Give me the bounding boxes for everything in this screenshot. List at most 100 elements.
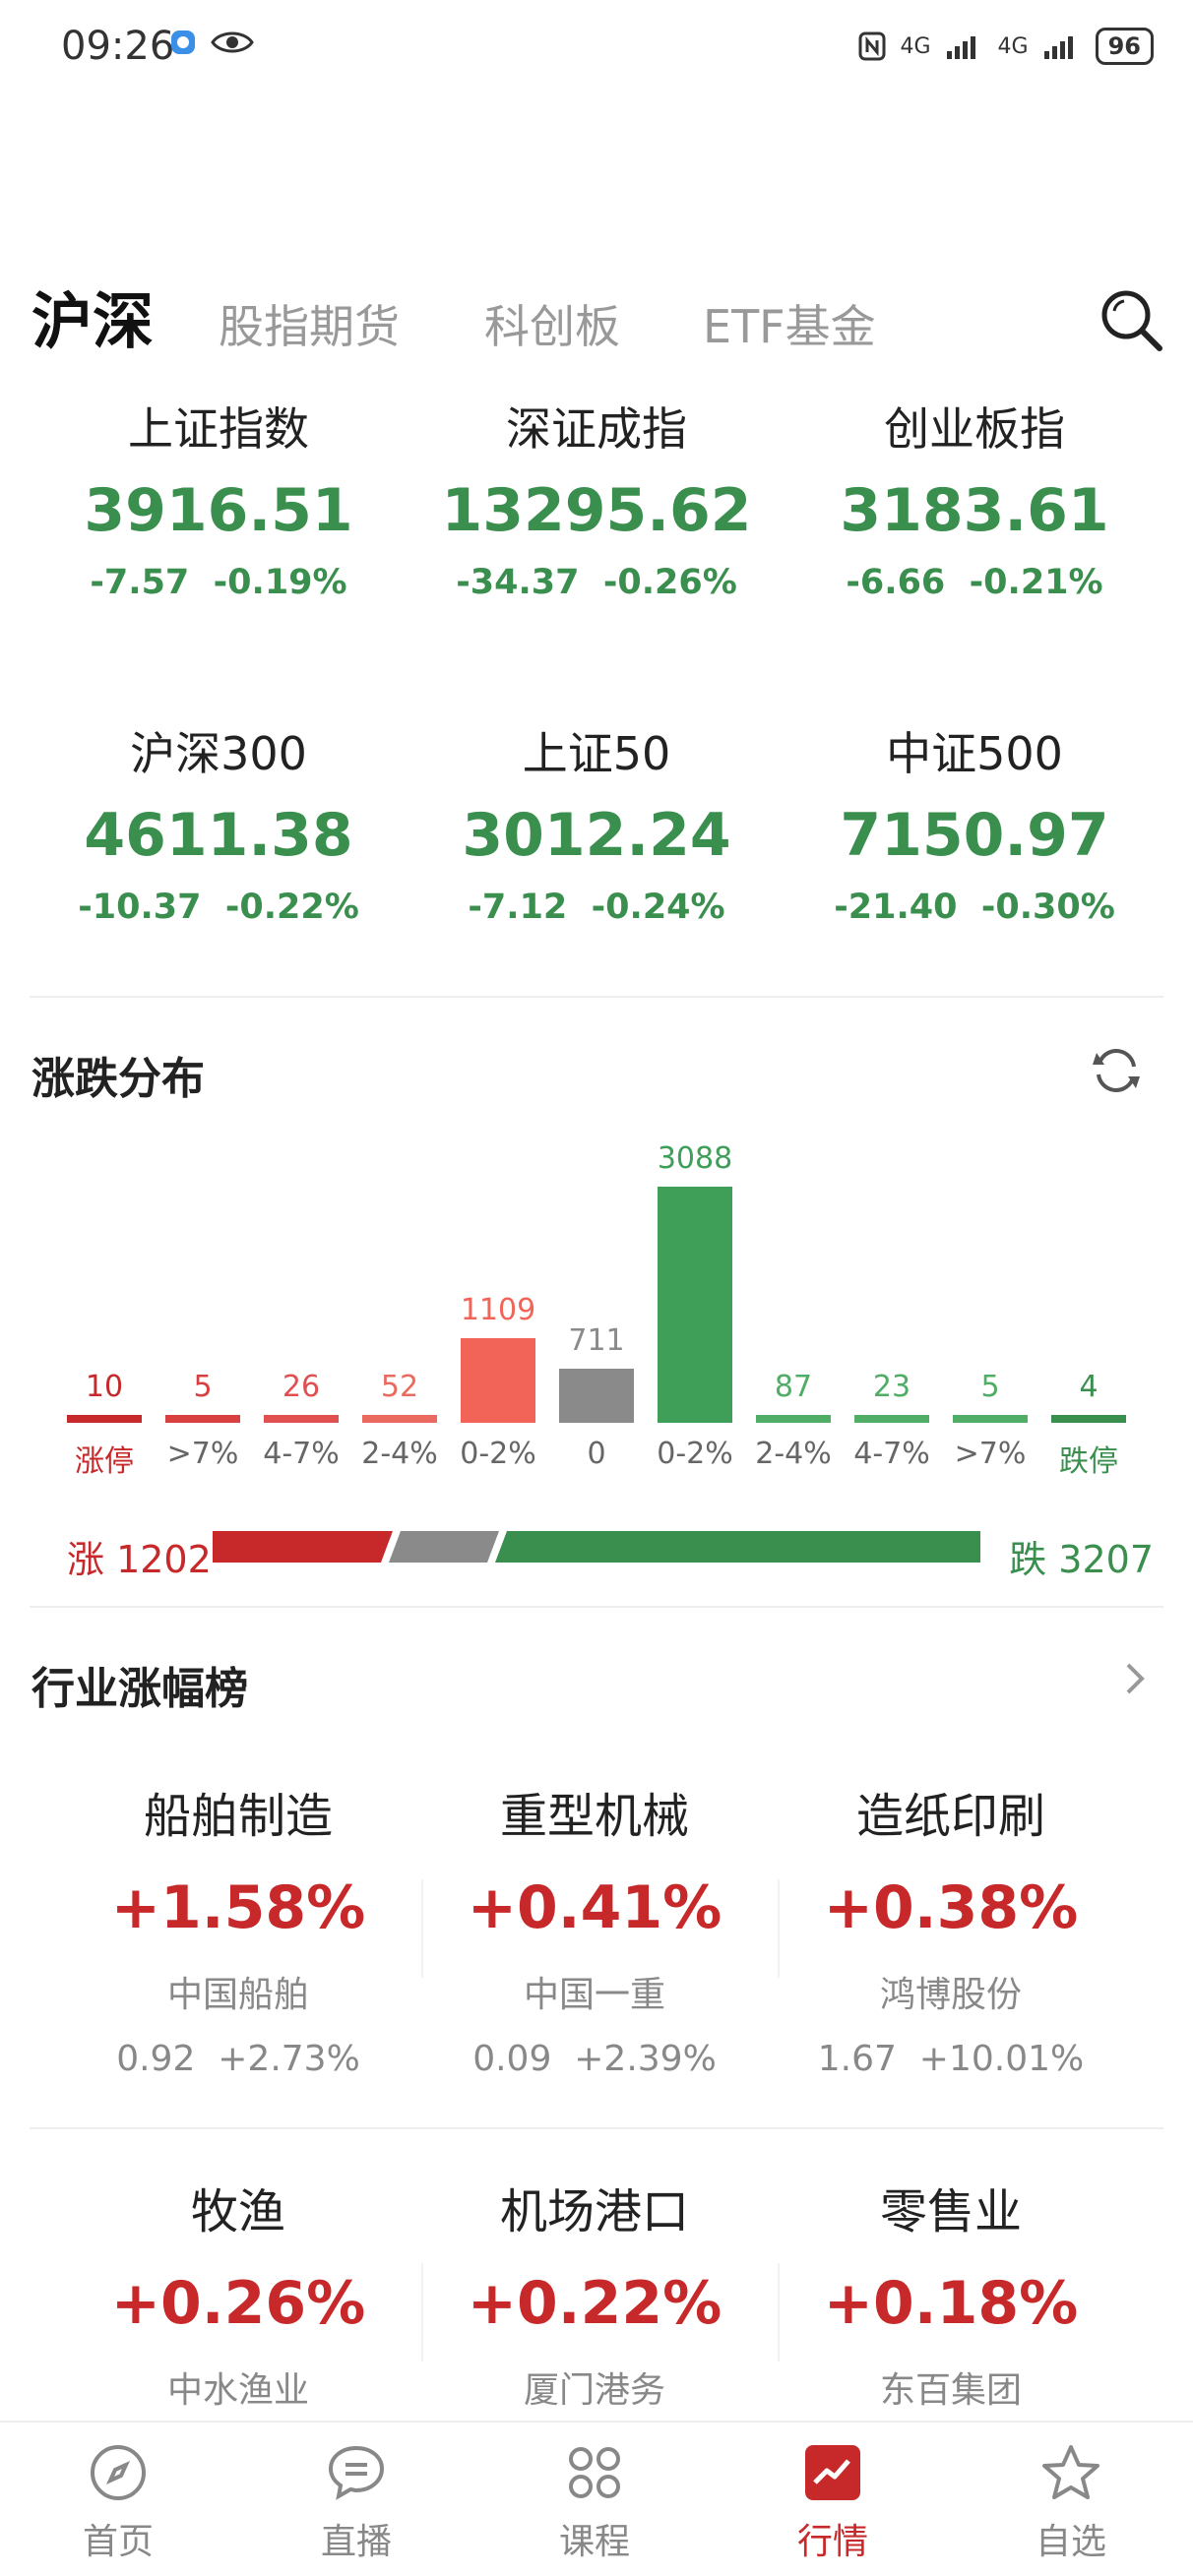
industry-card-heavy-machinery[interactable]: 重型机械 +0.41% 中国一重 0.09 +2.39% bbox=[417, 1777, 772, 2079]
industry-card-retail[interactable]: 零售业 +0.18% 东百集团 bbox=[774, 2173, 1128, 2413]
bar-value-label: 26 bbox=[282, 1370, 321, 1404]
chevron-right-icon[interactable] bbox=[1120, 1659, 1150, 1698]
index-card-hs300[interactable]: 沪深300 4611.38 -10.37 -0.22% bbox=[31, 718, 406, 927]
leading-stock: 中国船舶 bbox=[166, 1975, 309, 2015]
status-right: 4G 4G 96 bbox=[857, 28, 1154, 65]
bar-category-label: >7% bbox=[954, 1437, 1027, 1471]
nfc-icon bbox=[858, 31, 885, 61]
index-change: -10.37 -0.22% bbox=[78, 888, 359, 927]
up-down-ratio: 涨 1202 跌 3207 bbox=[0, 1525, 1193, 1584]
distribution-bar bbox=[854, 1415, 929, 1423]
industry-name: 造纸印刷 bbox=[855, 1789, 1045, 1844]
index-card-sh[interactable]: 上证指数 3916.51 -7.57 -0.19% bbox=[31, 394, 406, 602]
leading-stock-quote: 0.92 +2.73% bbox=[116, 2039, 360, 2079]
index-change: -6.66 -0.21% bbox=[846, 563, 1103, 602]
index-change: -21.40 -0.30% bbox=[834, 888, 1115, 927]
index-value: 3012.24 bbox=[462, 801, 731, 870]
distribution-bar bbox=[559, 1369, 634, 1423]
down-count-label: 跌 3207 bbox=[1009, 1538, 1154, 1581]
tab-etf[interactable]: ETF基金 bbox=[703, 300, 876, 353]
bar-category-label: 4-7% bbox=[263, 1437, 340, 1471]
bar-value-label: 10 bbox=[85, 1370, 124, 1404]
bar-value-label: 87 bbox=[774, 1370, 813, 1404]
index-name: 中证500 bbox=[886, 727, 1063, 780]
refresh-icon[interactable] bbox=[1089, 1043, 1144, 1098]
industry-pct: +0.18% bbox=[823, 2269, 1079, 2338]
column-separator bbox=[778, 2263, 780, 2361]
network-type-2: 4G bbox=[997, 33, 1029, 59]
industry-pct: +0.41% bbox=[467, 1873, 722, 1942]
distribution-title: 涨跌分布 bbox=[31, 1054, 205, 1104]
bar-category-label: 0 bbox=[587, 1437, 606, 1471]
index-value: 4611.38 bbox=[84, 801, 353, 870]
industry-card-airport-port[interactable]: 机场港口 +0.22% 厦门港务 bbox=[417, 2173, 772, 2413]
industry-card-paper[interactable]: 造纸印刷 +0.38% 鸿博股份 1.67 +10.01% bbox=[774, 1777, 1128, 2079]
column-separator bbox=[421, 1879, 423, 1978]
index-change: -34.37 -0.26% bbox=[456, 563, 737, 602]
bar-category-label: 0-2% bbox=[460, 1437, 536, 1471]
nav-market[interactable]: 行情 bbox=[734, 2423, 931, 2564]
status-time: 09:26 bbox=[61, 24, 175, 69]
battery-indicator: 96 bbox=[1095, 28, 1154, 65]
index-card-sz[interactable]: 深证成指 13295.62 -34.37 -0.26% bbox=[409, 394, 784, 602]
leading-stock-quote: 1.67 +10.01% bbox=[817, 2039, 1085, 2079]
ratio-flat-segment bbox=[389, 1531, 499, 1563]
bar-value-label: 1109 bbox=[460, 1293, 536, 1327]
industry-pct: +0.26% bbox=[110, 2269, 366, 2338]
up-count-label: 涨 1202 bbox=[67, 1538, 212, 1581]
bar-category-label: 4-7% bbox=[853, 1437, 930, 1471]
compass-icon bbox=[91, 2445, 146, 2500]
divider bbox=[30, 1606, 1163, 1608]
index-name: 沪深300 bbox=[130, 727, 307, 780]
distribution-bar bbox=[1051, 1415, 1126, 1423]
index-name: 深证成指 bbox=[506, 402, 687, 456]
status-left-icons bbox=[169, 28, 254, 57]
index-card-cyb[interactable]: 创业板指 3183.61 -6.66 -0.21% bbox=[787, 394, 1162, 602]
index-value: 3916.51 bbox=[84, 476, 353, 545]
nav-watchlist[interactable]: 自选 bbox=[973, 2423, 1169, 2564]
nav-live[interactable]: 直播 bbox=[258, 2423, 455, 2564]
distribution-bar bbox=[67, 1415, 142, 1423]
distribution-bar bbox=[953, 1415, 1028, 1423]
bar-value-label: 52 bbox=[380, 1370, 419, 1404]
status-bar: 09:26 4G 4G 96 bbox=[0, 0, 1193, 98]
industry-title: 行业涨幅榜 bbox=[31, 1664, 248, 1714]
nav-label: 课程 bbox=[558, 2522, 630, 2562]
index-name: 创业板指 bbox=[884, 402, 1065, 456]
index-value: 13295.62 bbox=[441, 476, 752, 545]
search-icon[interactable] bbox=[1097, 285, 1165, 354]
industry-card-fishery[interactable]: 牧渔 +0.26% 中水渔业 bbox=[61, 2173, 415, 2413]
industry-pct: +0.38% bbox=[823, 1873, 1079, 1942]
signal-icon-2 bbox=[1043, 36, 1073, 59]
distribution-bar bbox=[461, 1338, 535, 1423]
leading-stock: 东百集团 bbox=[879, 2370, 1022, 2411]
nav-home[interactable]: 首页 bbox=[20, 2423, 217, 2564]
app-notification-icon bbox=[171, 31, 195, 54]
industry-pct: +0.22% bbox=[467, 2269, 722, 2338]
tab-star-market[interactable]: 科创板 bbox=[484, 300, 620, 353]
distribution-bar bbox=[362, 1415, 437, 1423]
industry-name: 机场港口 bbox=[499, 2184, 689, 2239]
chat-icon bbox=[328, 2445, 385, 2500]
industry-name: 重型机械 bbox=[499, 1789, 689, 1844]
tab-index-futures[interactable]: 股指期货 bbox=[219, 300, 400, 353]
distribution-bar bbox=[658, 1187, 732, 1423]
index-card-sz50[interactable]: 上证50 3012.24 -7.12 -0.24% bbox=[409, 718, 784, 927]
tab-hushen[interactable]: 沪深 bbox=[31, 285, 155, 357]
index-name: 上证指数 bbox=[128, 402, 309, 456]
nav-label: 直播 bbox=[320, 2522, 392, 2562]
leading-stock: 中国一重 bbox=[523, 1975, 665, 2015]
ratio-bar bbox=[213, 1531, 980, 1563]
column-separator bbox=[421, 2263, 423, 2361]
distribution-bar bbox=[165, 1415, 240, 1423]
bar-category-label: 2-4% bbox=[361, 1437, 438, 1471]
index-card-zz500[interactable]: 中证500 7150.97 -21.40 -0.30% bbox=[787, 718, 1162, 927]
distribution-bar bbox=[264, 1415, 339, 1423]
bar-category-label: >7% bbox=[166, 1437, 239, 1471]
bar-category-label: 2-4% bbox=[755, 1437, 832, 1471]
column-separator bbox=[778, 1879, 780, 1978]
industry-card-ship[interactable]: 船舶制造 +1.58% 中国船舶 0.92 +2.73% bbox=[61, 1777, 415, 2079]
bar-category-label: 跌停 bbox=[1059, 1444, 1118, 1479]
nav-courses[interactable]: 课程 bbox=[496, 2423, 693, 2564]
bar-value-label: 4 bbox=[1079, 1370, 1099, 1404]
